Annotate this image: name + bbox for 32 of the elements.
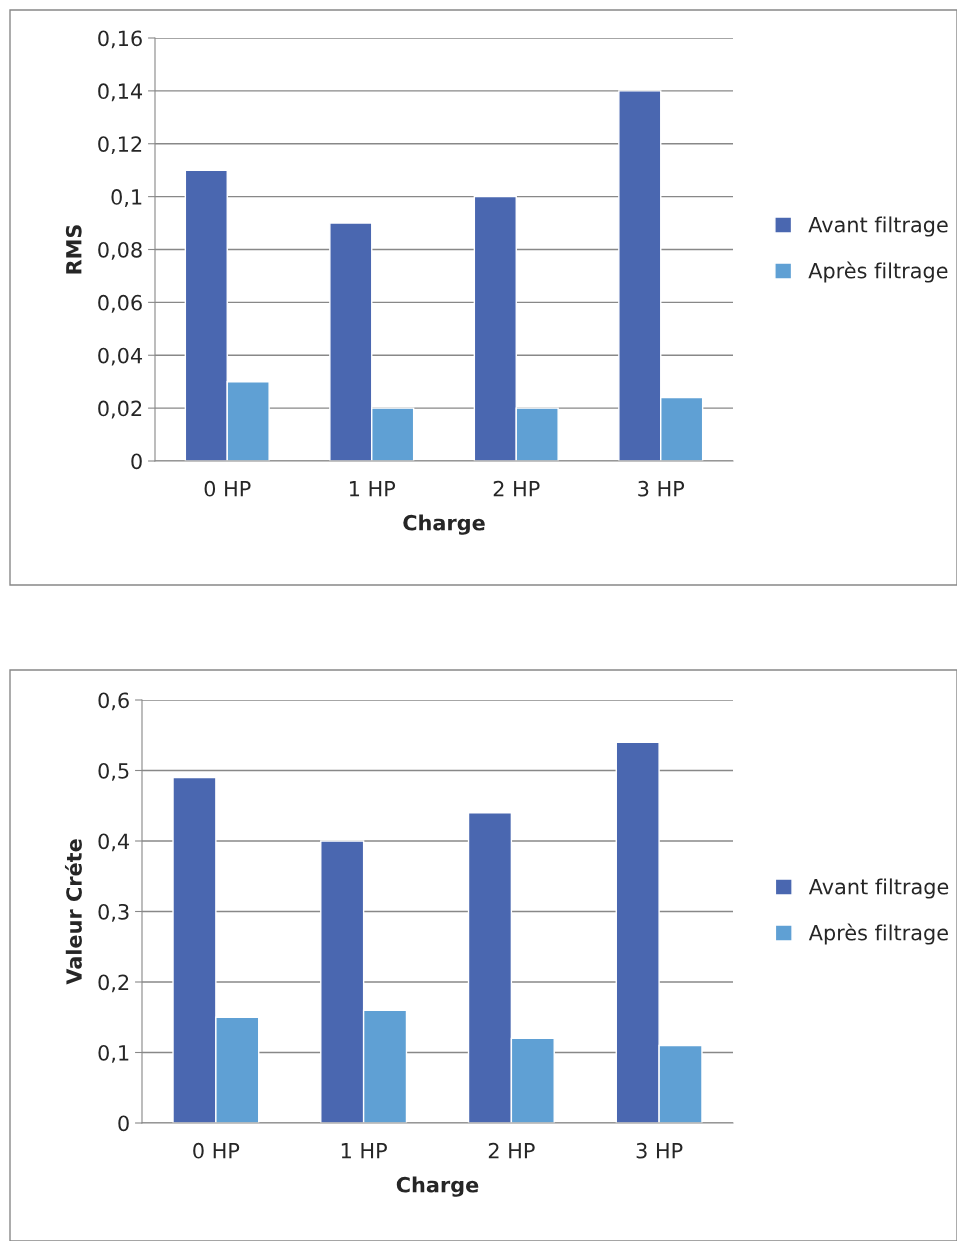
x-axis-title: Charge <box>403 514 485 535</box>
legend-label: Avant filtrage <box>808 878 949 899</box>
y-axis-title: Valeur Créte <box>64 839 82 985</box>
y-tick-label: 0,6 <box>98 692 129 711</box>
x-tick-label: 1 HP <box>341 1143 387 1159</box>
y-tick-label: 0,1 <box>111 189 142 207</box>
y-tick-label: 0 <box>118 1115 129 1132</box>
y-tick-label: 0,2 <box>98 974 129 993</box>
y-tick-label: 0,14 <box>98 83 143 102</box>
x-tick-label: 2 HP <box>493 480 540 497</box>
x-tick-label: 2 HP <box>488 1142 535 1159</box>
y-tick-label: 0,08 <box>98 241 142 260</box>
y-tick-label: 0,3 <box>98 903 129 922</box>
x-tick-label: 0 HP <box>204 480 251 497</box>
y-tick-label: 0,16 <box>98 30 142 49</box>
x-tick-label: 3 HP <box>638 480 685 497</box>
x-tick-label: 1 HP <box>349 481 396 497</box>
x-axis-title: Charge <box>396 1176 479 1197</box>
legend-label: Après filtrage <box>808 923 948 945</box>
y-tick-label: 0,02 <box>98 400 142 419</box>
legend-label: Avant filtrage <box>808 216 948 237</box>
y-tick-label: 0,4 <box>98 833 130 852</box>
y-tick-label: 0,06 <box>98 294 142 313</box>
y-tick-label: 0,5 <box>98 762 129 781</box>
y-axis-title: RMS <box>65 225 82 274</box>
legend-label: Après filtrage <box>808 261 948 283</box>
x-tick-label: 0 HP <box>193 1142 240 1159</box>
x-tick-label: 3 HP <box>636 1142 683 1159</box>
y-tick-label: 0 <box>131 453 142 470</box>
y-tick-label: 0,1 <box>98 1044 129 1063</box>
y-tick-label: 0,04 <box>98 347 143 366</box>
y-tick-label: 0,12 <box>98 136 142 155</box>
